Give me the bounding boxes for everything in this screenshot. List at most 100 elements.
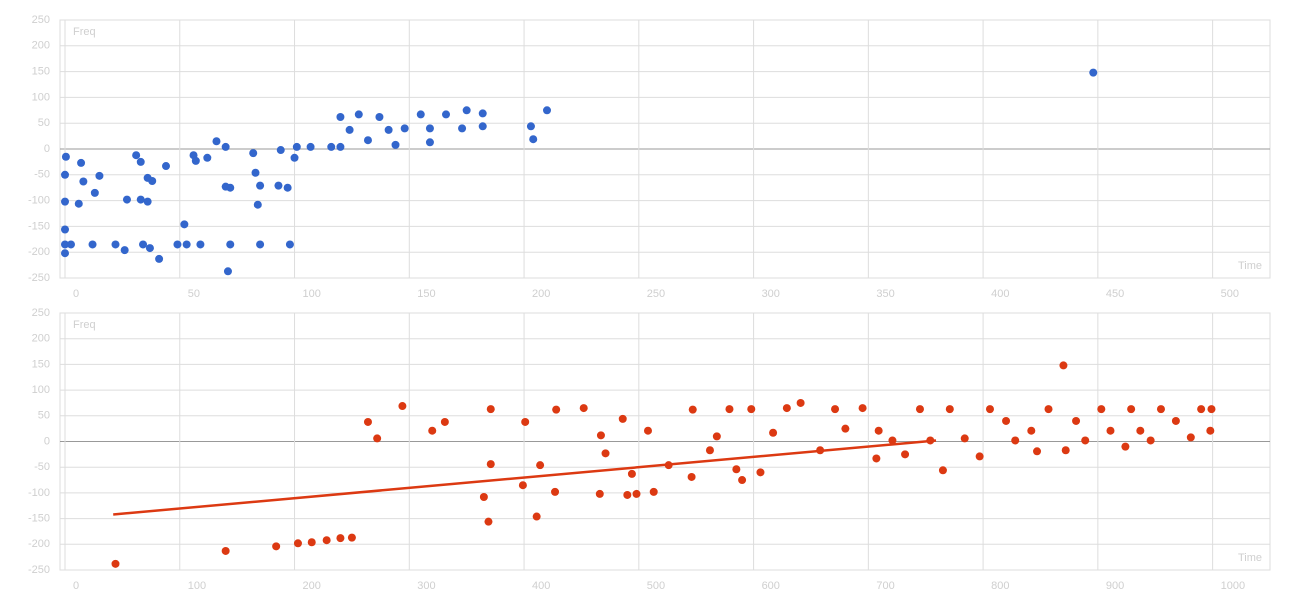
x-tick-label: 0 bbox=[73, 580, 79, 592]
point bbox=[223, 267, 232, 276]
x-tick-label: 450 bbox=[1106, 288, 1124, 300]
point bbox=[841, 424, 850, 433]
point bbox=[747, 405, 756, 414]
point bbox=[221, 546, 230, 555]
point bbox=[143, 197, 152, 206]
point bbox=[90, 188, 99, 197]
point bbox=[532, 512, 541, 521]
point bbox=[725, 405, 734, 414]
point bbox=[643, 426, 652, 435]
point bbox=[322, 536, 331, 545]
y-tick-label: 250 bbox=[32, 14, 50, 26]
point bbox=[901, 450, 910, 459]
point bbox=[816, 446, 825, 455]
point bbox=[796, 398, 805, 407]
point bbox=[249, 149, 258, 158]
point bbox=[975, 452, 984, 461]
point bbox=[543, 106, 551, 115]
point bbox=[61, 240, 69, 249]
point bbox=[148, 176, 157, 185]
point bbox=[1206, 426, 1215, 435]
point bbox=[649, 487, 658, 496]
y-tick-label: 0 bbox=[44, 435, 50, 447]
y-tick-label: 250 bbox=[32, 307, 50, 319]
point bbox=[1207, 405, 1216, 414]
point bbox=[336, 142, 345, 151]
y-tick-label: 200 bbox=[32, 40, 50, 52]
point bbox=[345, 125, 354, 134]
point bbox=[926, 436, 935, 445]
y-tick-label: -150 bbox=[28, 220, 50, 232]
x-tick-label: 100 bbox=[303, 288, 321, 300]
point bbox=[88, 240, 97, 249]
y-tick-label: -200 bbox=[28, 538, 50, 550]
point bbox=[618, 414, 627, 423]
x-tick-label: 900 bbox=[1106, 580, 1124, 592]
point bbox=[155, 254, 164, 263]
point bbox=[336, 113, 345, 122]
point bbox=[274, 181, 283, 190]
point bbox=[552, 405, 561, 414]
point bbox=[136, 195, 145, 204]
point bbox=[425, 138, 434, 147]
point bbox=[526, 122, 535, 131]
point bbox=[416, 110, 425, 119]
point bbox=[1011, 436, 1020, 445]
point bbox=[627, 469, 636, 478]
point bbox=[1044, 405, 1053, 414]
x-tick-label: 350 bbox=[876, 288, 894, 300]
point bbox=[521, 417, 530, 426]
point bbox=[161, 162, 170, 171]
point bbox=[1106, 426, 1115, 435]
point bbox=[687, 472, 696, 481]
point bbox=[938, 466, 947, 475]
point bbox=[712, 432, 721, 441]
y-tick-label: -100 bbox=[28, 195, 50, 207]
x-tick-label: 500 bbox=[647, 580, 665, 592]
y-tick-label: -150 bbox=[28, 513, 50, 525]
point bbox=[276, 146, 285, 155]
point bbox=[664, 461, 673, 470]
point bbox=[486, 405, 495, 414]
point bbox=[95, 171, 104, 180]
point bbox=[479, 493, 488, 502]
point bbox=[256, 240, 265, 249]
point bbox=[307, 538, 316, 547]
point bbox=[61, 249, 69, 258]
point bbox=[292, 142, 301, 151]
point bbox=[738, 476, 747, 485]
point bbox=[145, 244, 154, 253]
point bbox=[384, 125, 393, 134]
point bbox=[595, 489, 604, 498]
point bbox=[1002, 416, 1011, 425]
point bbox=[120, 246, 129, 255]
point bbox=[1127, 405, 1136, 414]
point bbox=[623, 490, 632, 499]
point bbox=[66, 240, 75, 249]
x-tick-label: 800 bbox=[991, 580, 1009, 592]
x-tick-label: 300 bbox=[417, 580, 435, 592]
point bbox=[551, 487, 560, 496]
point bbox=[872, 454, 881, 463]
point bbox=[425, 124, 434, 133]
x-tick-label: 250 bbox=[647, 288, 665, 300]
point bbox=[77, 158, 86, 167]
point bbox=[74, 199, 83, 208]
point bbox=[732, 465, 741, 474]
point bbox=[180, 220, 189, 229]
y-tick-label: 150 bbox=[32, 66, 50, 78]
point bbox=[1027, 426, 1036, 435]
point bbox=[285, 240, 294, 249]
x-tick-label: 1000 bbox=[1221, 580, 1245, 592]
point bbox=[960, 434, 969, 443]
point bbox=[256, 181, 265, 190]
point bbox=[173, 240, 182, 249]
point bbox=[1136, 426, 1145, 435]
point bbox=[486, 460, 495, 469]
point bbox=[196, 240, 205, 249]
point bbox=[529, 135, 538, 144]
x-axis-title: Time bbox=[1238, 260, 1262, 272]
point bbox=[1197, 405, 1206, 414]
